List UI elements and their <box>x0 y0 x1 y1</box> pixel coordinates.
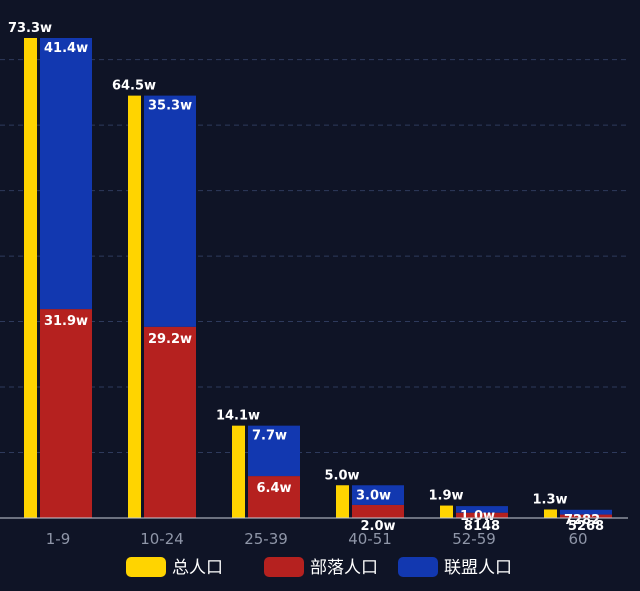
bar-total <box>24 38 37 518</box>
legend-label: 部落人口 <box>310 558 378 578</box>
bar-total <box>232 425 245 518</box>
x-tick-label: 10-24 <box>140 530 184 548</box>
data-label-horde: 5268 <box>568 519 604 534</box>
bar-alliance <box>40 38 92 310</box>
data-label-horde: 8148 <box>464 519 500 534</box>
legend-label: 联盟人口 <box>444 558 512 578</box>
data-label-alliance: 41.4w <box>44 41 88 56</box>
data-label-total: 14.1w <box>216 409 260 424</box>
data-labels: 73.3w 41.4w 31.9w 64.5w 35.3w 29.2w 14.1w 7.7w 6… <box>8 21 604 534</box>
legend: 总人口 部落人口 联盟人口 <box>126 557 512 578</box>
legend-label: 总人口 <box>172 558 223 578</box>
bar-alliance <box>560 509 612 515</box>
bar-horde <box>40 309 92 518</box>
data-label-total: 5.0w <box>324 468 359 483</box>
data-label-alliance: 7.7w <box>252 429 287 444</box>
x-tick-label: 1-9 <box>46 530 71 548</box>
legend-swatch <box>264 557 304 577</box>
bar-alliance <box>248 425 300 477</box>
data-label-total: 1.9w <box>428 489 463 504</box>
x-tick-labels: 1-9 10-24 25-39 40-51 52-59 60 <box>46 530 588 548</box>
bar-alliance <box>456 506 508 513</box>
bar-alliance <box>144 95 196 327</box>
legend-swatch <box>126 557 166 577</box>
data-label-total: 1.3w <box>532 492 567 507</box>
x-tick-label: 60 <box>568 530 587 548</box>
data-label-alliance: 7282 <box>564 513 600 528</box>
data-label-horde: 31.9w <box>44 314 88 329</box>
bar-horde <box>248 476 300 518</box>
data-label-alliance: 35.3w <box>148 99 192 114</box>
legend-swatch <box>398 557 438 577</box>
bar-horde <box>560 514 612 518</box>
data-label-horde: 2.0w <box>360 519 395 534</box>
bar-horde <box>144 326 196 518</box>
bar-total <box>128 95 141 518</box>
data-label-alliance: 1.0w <box>460 509 495 524</box>
data-label-alliance: 3.0w <box>356 488 391 503</box>
data-label-total: 73.3w <box>8 21 52 36</box>
bar-total <box>440 505 453 518</box>
bar-total <box>336 485 349 518</box>
x-tick-label: 25-39 <box>244 530 288 548</box>
bar-horde <box>456 512 508 518</box>
bar-alliance <box>352 485 404 505</box>
bars <box>24 38 612 518</box>
data-label-total: 64.5w <box>112 79 156 94</box>
x-tick-label: 40-51 <box>348 530 392 548</box>
grid-lines <box>0 59 628 454</box>
x-tick-label: 52-59 <box>452 530 496 548</box>
bar-total <box>544 509 557 518</box>
bar-horde <box>352 504 404 518</box>
data-label-horde: 29.2w <box>148 332 192 347</box>
data-label-horde: 6.4w <box>256 481 291 496</box>
